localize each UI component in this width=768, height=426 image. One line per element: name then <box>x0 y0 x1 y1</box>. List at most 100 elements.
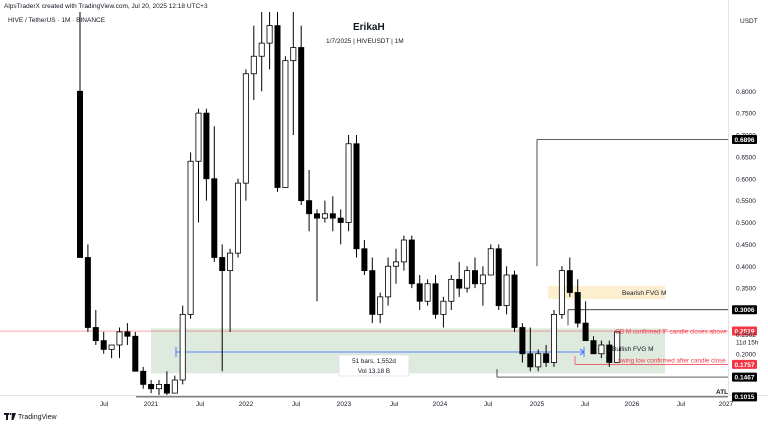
candle[interactable] <box>479 266 486 306</box>
candle[interactable] <box>140 366 147 389</box>
candle[interactable] <box>432 275 439 319</box>
candle[interactable] <box>606 340 613 367</box>
candle-body <box>558 270 565 315</box>
candle[interactable] <box>171 375 178 394</box>
candles[interactable] <box>77 12 621 395</box>
candle[interactable] <box>440 296 447 328</box>
candle[interactable] <box>345 135 352 232</box>
candle-body <box>519 327 526 355</box>
candle[interactable] <box>337 209 344 245</box>
candle[interactable] <box>582 301 589 342</box>
candle[interactable] <box>361 240 368 275</box>
candle[interactable] <box>108 344 115 359</box>
candle-body <box>203 112 210 180</box>
price-label-box <box>732 305 757 315</box>
candle[interactable] <box>471 257 478 289</box>
time-tick-label: Jul <box>581 401 590 408</box>
candle[interactable] <box>424 279 431 306</box>
candle[interactable] <box>598 340 605 359</box>
candle[interactable] <box>456 261 463 297</box>
candle[interactable] <box>503 266 510 315</box>
candle[interactable] <box>203 108 210 201</box>
candle[interactable] <box>511 270 518 332</box>
candle[interactable] <box>234 178 241 258</box>
candle[interactable] <box>590 336 597 355</box>
candle[interactable] <box>321 200 328 223</box>
candle[interactable] <box>558 266 565 319</box>
candle-body <box>171 379 178 394</box>
candle[interactable] <box>527 327 534 372</box>
annotation-lines <box>0 139 728 398</box>
candle[interactable] <box>187 152 194 319</box>
candle[interactable] <box>282 56 289 188</box>
price-label[interactable]: 0.6896 <box>732 135 757 145</box>
price-label[interactable]: 0.1015 <box>732 392 757 402</box>
candle-body <box>527 353 534 368</box>
candle-body <box>598 344 605 355</box>
candle-body <box>250 55 257 75</box>
time-tick-label: 2025 <box>530 401 545 408</box>
candle[interactable] <box>400 235 407 271</box>
candle-body <box>274 25 281 188</box>
candle[interactable] <box>306 170 313 232</box>
candle[interactable] <box>566 257 573 297</box>
candle[interactable] <box>100 331 107 354</box>
candle[interactable] <box>369 257 376 324</box>
candle[interactable] <box>385 257 392 306</box>
candle[interactable] <box>132 331 139 372</box>
candle-body <box>298 47 305 202</box>
price-axis[interactable]: 0.80000.75000.70000.65000.60000.55000.50… <box>732 89 759 402</box>
candle[interactable] <box>116 327 123 359</box>
time-tick-label: 2022 <box>239 401 254 408</box>
candle[interactable] <box>148 380 155 394</box>
candle[interactable] <box>92 310 99 345</box>
price-label[interactable]: 0.1757 <box>732 359 757 369</box>
price-label[interactable]: 0.2519 <box>732 326 757 336</box>
candle-body <box>385 265 392 298</box>
candle[interactable] <box>448 275 455 310</box>
candle[interactable] <box>416 275 423 310</box>
candle[interactable] <box>155 380 162 395</box>
candle[interactable] <box>266 12 273 70</box>
candle[interactable] <box>219 244 226 372</box>
candle[interactable] <box>124 323 131 345</box>
candle[interactable] <box>574 279 581 328</box>
candle[interactable] <box>179 305 186 385</box>
candle[interactable] <box>258 12 265 92</box>
candle[interactable] <box>551 310 558 367</box>
candle[interactable] <box>487 244 494 276</box>
candle[interactable] <box>353 135 360 258</box>
candle[interactable] <box>250 25 257 100</box>
candle[interactable] <box>313 209 320 302</box>
candle[interactable] <box>77 12 84 258</box>
price-label[interactable]: 0.3006 <box>732 305 757 315</box>
candle[interactable] <box>242 69 249 201</box>
candle[interactable] <box>614 331 621 363</box>
current-price: 0.2502 <box>736 332 756 339</box>
candle[interactable] <box>163 371 170 395</box>
candle[interactable] <box>377 292 384 324</box>
candle[interactable] <box>495 244 502 310</box>
time-axis[interactable]: Jul 2021 Jul 2022 Jul 2023 Jul 2024 Jul 2025 Jul 20… <box>100 401 734 408</box>
candle[interactable] <box>543 345 550 367</box>
candle[interactable] <box>211 126 218 262</box>
candle[interactable] <box>535 349 542 372</box>
candle[interactable] <box>84 244 91 332</box>
price-label[interactable]: 0.1467 <box>732 372 757 382</box>
candle[interactable] <box>227 248 234 332</box>
candle[interactable] <box>408 235 415 289</box>
candle-body <box>361 248 368 272</box>
candle[interactable] <box>392 248 399 284</box>
price-tick-label: 0.8000 <box>736 89 756 96</box>
candle[interactable] <box>464 266 471 293</box>
candle-body <box>132 335 139 372</box>
candle[interactable] <box>329 196 336 232</box>
candle[interactable] <box>298 25 305 205</box>
candle[interactable] <box>274 12 281 192</box>
candle[interactable] <box>195 108 202 223</box>
candle[interactable] <box>290 12 297 135</box>
candle-body <box>345 143 352 223</box>
candle[interactable] <box>519 323 526 363</box>
candle-body <box>195 112 202 162</box>
